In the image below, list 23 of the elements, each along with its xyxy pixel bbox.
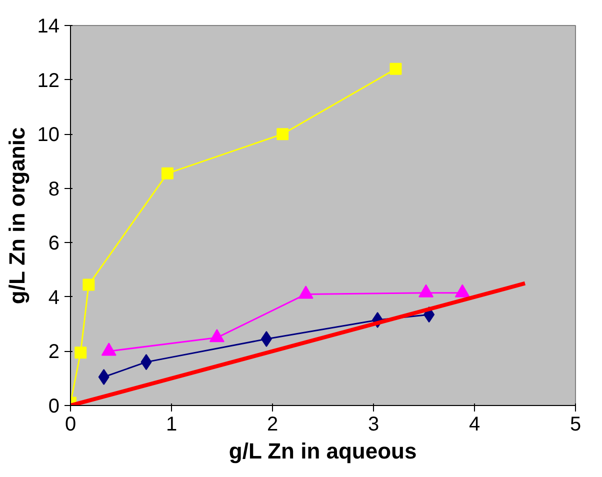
y-tick-label: 12 [37, 70, 60, 92]
x-tick-label: 1 [166, 414, 178, 436]
x-tick-label: 4 [468, 414, 480, 436]
y-tick-label: 2 [48, 341, 60, 364]
y-tick-label: 0 [48, 396, 60, 418]
point [276, 128, 289, 140]
x-tick-label: 3 [368, 414, 380, 436]
y-tick-label: 8 [48, 178, 60, 200]
y-axis-title: g/L Zn in organic [4, 127, 30, 304]
point [161, 167, 174, 180]
x-tick-label: 2 [266, 414, 278, 436]
point [260, 331, 272, 347]
point [82, 278, 95, 291]
x-tick-label: 0 [64, 414, 76, 436]
y-tick-label: 10 [37, 124, 60, 146]
x-axis-title: g/L Zn in aqueous [228, 438, 417, 464]
y-tick-label: 6 [48, 232, 60, 255]
point [390, 62, 402, 75]
y-tick-label: 14 [37, 16, 60, 38]
point [98, 369, 110, 385]
point [74, 346, 87, 359]
x-tick-label: 5 [570, 414, 582, 436]
y-tick-label: 4 [48, 286, 60, 309]
